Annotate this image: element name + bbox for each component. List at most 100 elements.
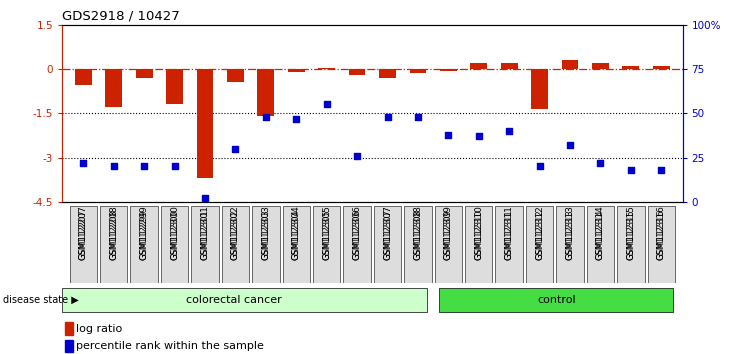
Bar bbox=[252, 206, 280, 283]
Bar bbox=[434, 206, 462, 283]
Text: GSM112299: GSM112299 bbox=[139, 209, 149, 260]
Point bbox=[199, 195, 211, 201]
Text: GSM112208: GSM112208 bbox=[110, 205, 118, 260]
Point bbox=[595, 160, 607, 166]
Bar bbox=[617, 206, 645, 283]
Bar bbox=[283, 206, 310, 283]
Text: GSM112307: GSM112307 bbox=[383, 205, 392, 260]
Text: GSM112308: GSM112308 bbox=[413, 205, 423, 260]
Bar bbox=[531, 69, 548, 109]
Text: GSM112207: GSM112207 bbox=[79, 205, 88, 260]
Bar bbox=[131, 206, 158, 283]
Point bbox=[169, 164, 180, 169]
Text: GSM112316: GSM112316 bbox=[657, 209, 666, 260]
Point bbox=[412, 114, 424, 120]
Point bbox=[625, 167, 637, 173]
Bar bbox=[587, 206, 614, 283]
Bar bbox=[374, 206, 402, 283]
Point bbox=[260, 114, 272, 120]
Point bbox=[351, 153, 363, 159]
Text: GSM112311: GSM112311 bbox=[504, 209, 514, 260]
Text: GSM112305: GSM112305 bbox=[322, 205, 331, 260]
Text: GSM112315: GSM112315 bbox=[626, 209, 635, 260]
Text: GSM112299: GSM112299 bbox=[139, 205, 149, 260]
Text: GSM112300: GSM112300 bbox=[170, 205, 179, 260]
Point bbox=[442, 132, 454, 137]
Point bbox=[77, 160, 89, 166]
Text: GSM112306: GSM112306 bbox=[353, 205, 361, 260]
Bar bbox=[100, 206, 128, 283]
Bar bbox=[592, 63, 609, 69]
Point bbox=[108, 164, 120, 169]
Bar bbox=[191, 206, 219, 283]
Point bbox=[139, 164, 150, 169]
Text: GSM112307: GSM112307 bbox=[383, 209, 392, 260]
Bar bbox=[313, 206, 340, 283]
Bar bbox=[501, 63, 518, 69]
Point bbox=[382, 114, 393, 120]
Text: GSM112207: GSM112207 bbox=[79, 209, 88, 260]
Bar bbox=[379, 69, 396, 78]
Text: GSM112315: GSM112315 bbox=[626, 205, 635, 260]
Text: GSM112301: GSM112301 bbox=[201, 209, 210, 260]
Point bbox=[291, 116, 302, 121]
Text: GSM112304: GSM112304 bbox=[292, 209, 301, 260]
Point bbox=[321, 102, 333, 107]
Point bbox=[230, 146, 242, 152]
Bar bbox=[65, 340, 72, 352]
Text: GSM112208: GSM112208 bbox=[110, 209, 118, 260]
Text: GSM112309: GSM112309 bbox=[444, 205, 453, 260]
Point bbox=[534, 164, 545, 169]
Text: log ratio: log ratio bbox=[77, 324, 123, 333]
Text: GSM112316: GSM112316 bbox=[657, 205, 666, 260]
Bar bbox=[470, 63, 487, 69]
Bar bbox=[166, 69, 183, 104]
Bar bbox=[349, 69, 366, 75]
Text: GSM112310: GSM112310 bbox=[474, 205, 483, 260]
Text: GSM112308: GSM112308 bbox=[413, 209, 423, 260]
Text: GSM112311: GSM112311 bbox=[504, 205, 514, 260]
Text: GSM112302: GSM112302 bbox=[231, 209, 240, 260]
Bar bbox=[526, 206, 553, 283]
Bar bbox=[258, 69, 274, 116]
Point bbox=[504, 128, 515, 134]
Point bbox=[656, 167, 667, 173]
Bar bbox=[196, 69, 213, 178]
Text: GSM112312: GSM112312 bbox=[535, 205, 544, 260]
Bar bbox=[653, 66, 669, 69]
Text: GSM112305: GSM112305 bbox=[322, 209, 331, 260]
Bar bbox=[75, 69, 92, 85]
Bar bbox=[439, 288, 674, 312]
Text: GSM112314: GSM112314 bbox=[596, 209, 605, 260]
Bar bbox=[62, 288, 427, 312]
Bar bbox=[623, 66, 639, 69]
Point bbox=[473, 133, 485, 139]
Bar bbox=[288, 69, 304, 72]
Bar bbox=[440, 69, 457, 70]
Text: GSM112313: GSM112313 bbox=[566, 209, 575, 260]
Bar bbox=[556, 206, 584, 283]
Bar bbox=[227, 69, 244, 82]
Text: GSM112301: GSM112301 bbox=[201, 205, 210, 260]
Bar bbox=[404, 206, 431, 283]
Text: GSM112312: GSM112312 bbox=[535, 209, 544, 260]
Text: disease state ▶: disease state ▶ bbox=[3, 295, 79, 305]
Bar bbox=[410, 69, 426, 74]
Text: GDS2918 / 10427: GDS2918 / 10427 bbox=[62, 9, 180, 22]
Bar bbox=[222, 206, 249, 283]
Bar bbox=[318, 68, 335, 69]
Text: GSM112309: GSM112309 bbox=[444, 209, 453, 260]
Bar bbox=[561, 60, 578, 69]
Bar bbox=[465, 206, 493, 283]
Text: GSM112313: GSM112313 bbox=[566, 205, 575, 260]
Bar bbox=[65, 322, 72, 335]
Text: GSM112306: GSM112306 bbox=[353, 209, 361, 260]
Text: GSM112310: GSM112310 bbox=[474, 209, 483, 260]
Text: GSM112303: GSM112303 bbox=[261, 205, 270, 260]
Text: percentile rank within the sample: percentile rank within the sample bbox=[77, 341, 264, 351]
Text: colorectal cancer: colorectal cancer bbox=[186, 295, 282, 305]
Text: GSM112304: GSM112304 bbox=[292, 205, 301, 260]
Text: control: control bbox=[537, 295, 576, 305]
Bar bbox=[161, 206, 188, 283]
Text: GSM112314: GSM112314 bbox=[596, 205, 605, 260]
